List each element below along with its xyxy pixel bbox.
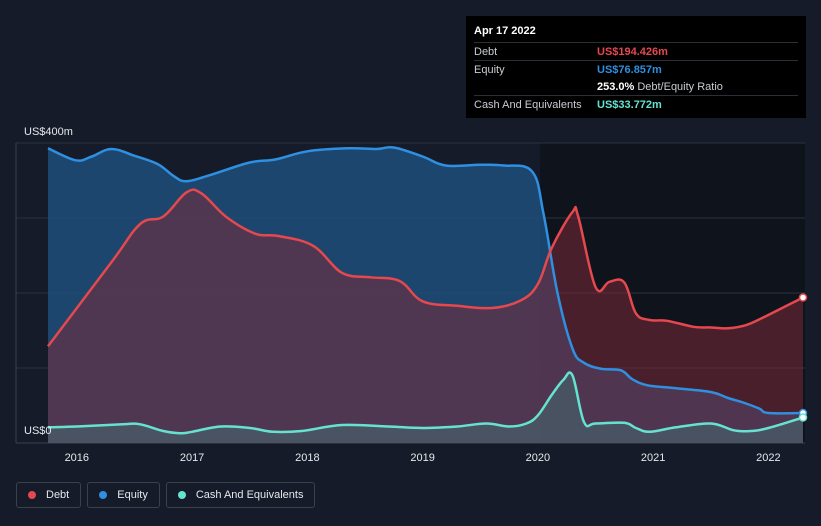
- y-axis-top-label: US$400m: [24, 126, 73, 138]
- tooltip-ratio-value: 253.0%: [597, 80, 635, 93]
- legend-debt[interactable]: Debt: [16, 482, 82, 508]
- x-axis-ticks: 2016 2017 2018 2019 2020 2021 2022: [65, 452, 781, 464]
- y-axis-bottom-label: US$0: [24, 425, 52, 437]
- equity-dot-icon: [99, 491, 108, 499]
- x-tick-label: 2016: [65, 452, 89, 464]
- tooltip-row-cash: Cash And Equivalents US$33.772m: [474, 95, 798, 113]
- debt-line: [47, 188, 804, 348]
- data-tooltip: Apr 17 2022 Debt US$194.426m Equity US$7…: [466, 16, 806, 118]
- equity-line: [47, 145, 804, 415]
- x-tick-label: 2017: [180, 452, 204, 464]
- legend-debt-label: Debt: [46, 489, 70, 501]
- tooltip-ratio-caption: Debt/Equity Ratio: [637, 80, 723, 93]
- end-markers: [798, 293, 808, 422]
- tooltip-debt-label: Debt: [474, 45, 498, 58]
- tooltip-debt-value: US$194.426m: [597, 45, 668, 58]
- tooltip-cash-label: Cash And Equivalents: [474, 98, 582, 111]
- tooltip-row-ratio: 253.0% Debt/Equity Ratio: [474, 78, 798, 95]
- legend-cash-label: Cash And Equivalents: [195, 489, 304, 501]
- tooltip-equity-label: Equity: [474, 63, 505, 76]
- legend-equity-label: Equity: [117, 489, 148, 501]
- tooltip-row-equity: Equity US$76.857m: [474, 60, 798, 78]
- x-tick-label: 2022: [756, 452, 780, 464]
- tooltip-equity-value: US$76.857m: [597, 63, 662, 76]
- x-tick-label: 2019: [410, 452, 434, 464]
- tooltip-date: Apr 17 2022: [474, 25, 536, 37]
- legend-cash[interactable]: Cash And Equivalents: [165, 482, 316, 508]
- legend-equity[interactable]: Equity: [87, 482, 160, 508]
- x-tick-label: 2021: [641, 452, 665, 464]
- series-areas: [48, 147, 803, 443]
- tooltip-cash-value: US$33.772m: [597, 98, 662, 111]
- chart-legend: Debt Equity Cash And Equivalents: [16, 482, 316, 508]
- cash-and-equivalents-end-marker: [798, 413, 808, 422]
- x-tick-label: 2018: [295, 452, 319, 464]
- cash-and-equivalents-line: [47, 371, 804, 435]
- debt-dot-icon: [28, 491, 36, 499]
- tooltip-row-debt: Debt US$194.426m: [474, 42, 798, 60]
- series-lines: [47, 145, 804, 435]
- x-tick-label: 2020: [526, 452, 550, 464]
- cash-and-equivalents-area: [48, 372, 803, 443]
- debt-area: [48, 189, 803, 443]
- cash-dot-icon: [177, 491, 186, 499]
- debt-end-marker: [798, 293, 808, 302]
